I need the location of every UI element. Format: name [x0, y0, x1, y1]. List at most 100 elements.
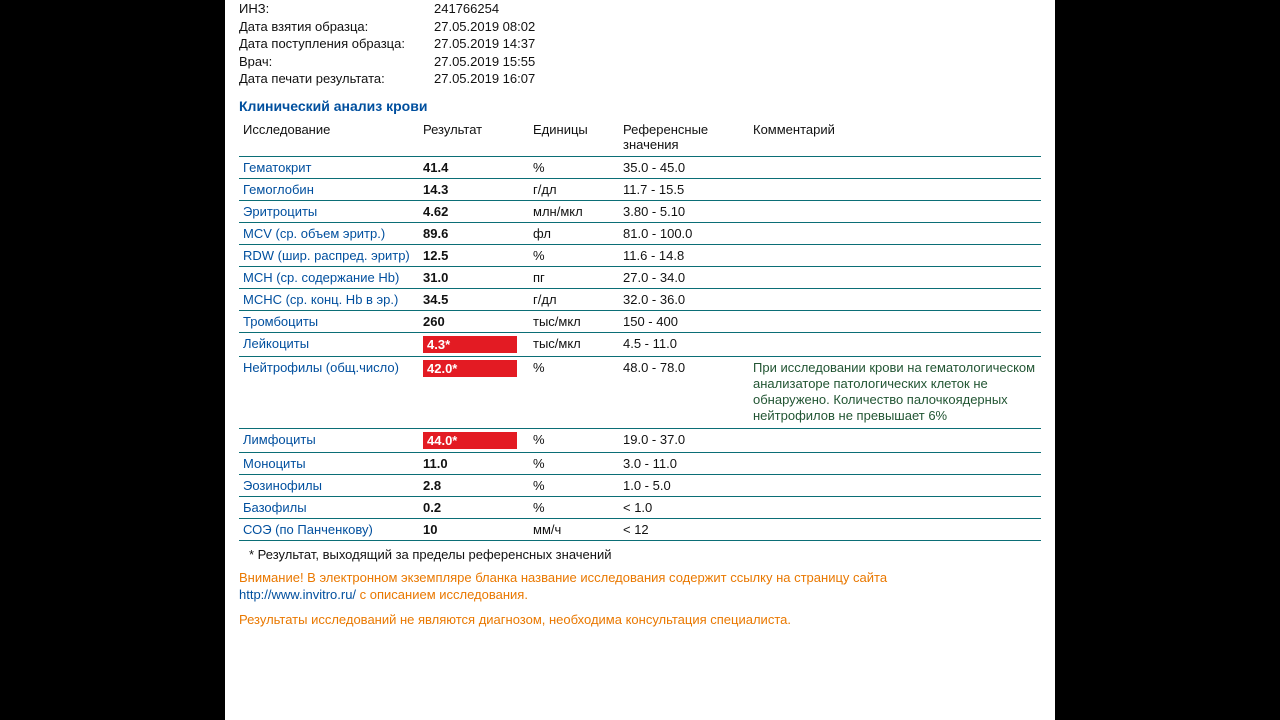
test-comment — [749, 452, 1041, 474]
out-of-range-flag: 42.0* — [423, 360, 517, 377]
result-value: 260 — [423, 314, 445, 329]
test-result: 2.8 — [419, 474, 529, 496]
test-comment — [749, 178, 1041, 200]
warning-lead: Внимание! — [239, 570, 304, 585]
test-name: Гемоглобин — [239, 178, 419, 200]
test-result: 12.5 — [419, 244, 529, 266]
test-reference: 32.0 - 36.0 — [619, 288, 749, 310]
test-comment — [749, 156, 1041, 178]
test-comment — [749, 474, 1041, 496]
test-name: RDW (шир. распред. эритр) — [239, 244, 419, 266]
test-name: Эритроциты — [239, 200, 419, 222]
test-result: 41.4 — [419, 156, 529, 178]
meta-row: ИНЗ:241766254 — [239, 0, 1041, 18]
warning-tail: с описанием исследования. — [356, 587, 528, 602]
meta-value: 241766254 — [434, 0, 499, 18]
table-row: Лимфоциты44.0*%19.0 - 37.0 — [239, 428, 1041, 452]
meta-row: Дата поступления образца:27.05.2019 14:3… — [239, 35, 1041, 53]
test-result: 4.62 — [419, 200, 529, 222]
test-unit: мм/ч — [529, 518, 619, 540]
meta-label: Врач: — [239, 53, 434, 71]
meta-label: Дата поступления образца: — [239, 35, 434, 53]
test-name: Гематокрит — [239, 156, 419, 178]
test-unit: г/дл — [529, 178, 619, 200]
test-reference: 4.5 - 11.0 — [619, 332, 749, 356]
header-result: Результат — [419, 118, 529, 157]
test-comment — [749, 332, 1041, 356]
table-row: RDW (шир. распред. эритр) 12.5%11.6 - 14.… — [239, 244, 1041, 266]
test-reference: 1.0 - 5.0 — [619, 474, 749, 496]
test-comment — [749, 310, 1041, 332]
warning-link[interactable]: http://www.invitro.ru/ — [239, 587, 356, 602]
test-unit: % — [529, 452, 619, 474]
test-unit: % — [529, 496, 619, 518]
test-reference: 3.80 - 5.10 — [619, 200, 749, 222]
results-table: Исследование Результат Единицы Референсн… — [239, 118, 1041, 541]
test-unit: тыс/мкл — [529, 332, 619, 356]
test-unit: % — [529, 156, 619, 178]
warning-block-1: Внимание! В электронном экземпляре бланк… — [239, 570, 1041, 604]
test-result: 0.2 — [419, 496, 529, 518]
lab-report-page: ИНЗ:241766254Дата взятия образца:27.05.2… — [225, 0, 1055, 720]
test-name: MCHC (ср. конц. Hb в эр.) — [239, 288, 419, 310]
header-unit: Единицы — [529, 118, 619, 157]
warning-text: В электронном экземпляре бланка название… — [304, 570, 887, 585]
test-unit: % — [529, 356, 619, 428]
test-name: СОЭ (по Панченкову) — [239, 518, 419, 540]
test-unit: пг — [529, 266, 619, 288]
test-reference: 35.0 - 45.0 — [619, 156, 749, 178]
test-name: Нейтрофилы (общ.число) — [239, 356, 419, 428]
meta-value: 27.05.2019 15:55 — [434, 53, 535, 71]
test-reference: < 12 — [619, 518, 749, 540]
meta-value: 27.05.2019 14:37 — [434, 35, 535, 53]
test-name: Лейкоциты — [239, 332, 419, 356]
test-result: 4.3* — [419, 332, 529, 356]
test-comment: При исследовании крови на гематологическ… — [749, 356, 1041, 428]
result-value: 34.5 — [423, 292, 448, 307]
test-reference: 11.6 - 14.8 — [619, 244, 749, 266]
test-reference: 150 - 400 — [619, 310, 749, 332]
section-title: Клинический анализ крови — [239, 98, 1041, 114]
result-value: 12.5 — [423, 248, 448, 263]
test-result: 89.6 — [419, 222, 529, 244]
meta-value: 27.05.2019 08:02 — [434, 18, 535, 36]
test-reference: 27.0 - 34.0 — [619, 266, 749, 288]
test-reference: 3.0 - 11.0 — [619, 452, 749, 474]
table-row: MCH (ср. содержание Hb)31.0пг27.0 - 34.0 — [239, 266, 1041, 288]
test-unit: фл — [529, 222, 619, 244]
test-name: MCV (ср. объем эритр.) — [239, 222, 419, 244]
table-row: Эозинофилы2.8%1.0 - 5.0 — [239, 474, 1041, 496]
header-comment: Комментарий — [749, 118, 1041, 157]
test-result: 10 — [419, 518, 529, 540]
test-unit: тыс/мкл — [529, 310, 619, 332]
test-unit: % — [529, 244, 619, 266]
result-value: 31.0 — [423, 270, 448, 285]
test-result: 34.5 — [419, 288, 529, 310]
test-result: 11.0 — [419, 452, 529, 474]
out-of-range-flag: 44.0* — [423, 432, 517, 449]
test-name: Базофилы — [239, 496, 419, 518]
result-value: 11.0 — [423, 456, 448, 471]
footnote: * Результат, выходящий за пределы рефере… — [239, 547, 1041, 562]
out-of-range-flag: 4.3* — [423, 336, 517, 353]
result-value: 10 — [423, 522, 437, 537]
test-result: 42.0* — [419, 356, 529, 428]
table-row: Базофилы0.2%< 1.0 — [239, 496, 1041, 518]
test-unit: млн/мкл — [529, 200, 619, 222]
test-result: 14.3 — [419, 178, 529, 200]
report-meta: ИНЗ:241766254Дата взятия образца:27.05.2… — [239, 0, 1041, 88]
result-value: 0.2 — [423, 500, 441, 515]
result-value: 89.6 — [423, 226, 448, 241]
result-value: 41.4 — [423, 160, 448, 175]
result-value: 4.62 — [423, 204, 448, 219]
table-row: Гемоглобин14.3г/дл11.7 - 15.5 — [239, 178, 1041, 200]
test-unit: % — [529, 474, 619, 496]
test-unit: % — [529, 428, 619, 452]
header-ref: Референсные значения — [619, 118, 749, 157]
table-row: Лейкоциты4.3* тыс/мкл4.5 - 11.0 — [239, 332, 1041, 356]
test-comment — [749, 496, 1041, 518]
meta-value: 27.05.2019 16:07 — [434, 70, 535, 88]
test-comment — [749, 200, 1041, 222]
test-reference: 19.0 - 37.0 — [619, 428, 749, 452]
test-name: Лимфоциты — [239, 428, 419, 452]
